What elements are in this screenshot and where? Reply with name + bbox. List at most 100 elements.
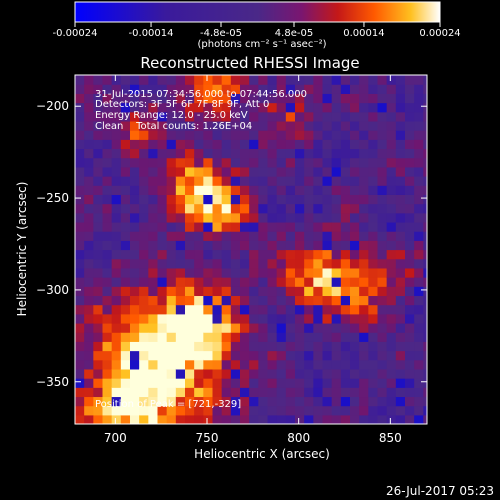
heatmap-cell xyxy=(395,267,406,278)
heatmap-cell xyxy=(395,148,406,159)
heatmap-cell xyxy=(221,414,232,424)
heatmap-cell xyxy=(130,387,140,398)
heatmap-cell xyxy=(258,341,269,352)
heatmap-cell xyxy=(93,359,104,370)
heatmap-cell xyxy=(130,93,140,104)
heatmap-cell xyxy=(175,414,186,424)
heatmap-cell xyxy=(175,387,186,398)
colorbar-tick-label: 0.00014 xyxy=(343,28,384,39)
heatmap-cell xyxy=(148,221,159,232)
heatmap-cell xyxy=(194,221,204,232)
heatmap-cell xyxy=(322,258,333,269)
heatmap-cell xyxy=(267,139,278,150)
heatmap-cell xyxy=(194,176,204,186)
heatmap-cell xyxy=(240,350,250,361)
heatmap-cell xyxy=(340,304,351,315)
heatmap-cell xyxy=(221,341,232,352)
heatmap-cell xyxy=(267,176,278,186)
heatmap-cell xyxy=(111,267,122,278)
heatmap-cell xyxy=(130,139,140,150)
heatmap-cell xyxy=(221,111,232,122)
heatmap-cell xyxy=(423,120,427,131)
heatmap-cell xyxy=(230,84,241,94)
heatmap-cell xyxy=(377,322,388,333)
heatmap-cell xyxy=(405,130,415,140)
heatmap-cell xyxy=(386,405,397,416)
heatmap-cell xyxy=(203,194,214,205)
heatmap-cell xyxy=(313,267,324,278)
heatmap-cell xyxy=(111,203,122,214)
heatmap-cell xyxy=(84,130,94,140)
heatmap-cell xyxy=(340,387,351,398)
heatmap-cell xyxy=(285,166,296,177)
heatmap-cell xyxy=(175,341,186,352)
heatmap-cell xyxy=(130,332,140,342)
heatmap-cell xyxy=(340,295,351,306)
heatmap-cell xyxy=(295,84,305,94)
heatmap-cell xyxy=(313,111,324,122)
heatmap-cell xyxy=(331,267,342,278)
heatmap-cell xyxy=(313,203,324,214)
heatmap-cell xyxy=(175,120,186,131)
heatmap-cell xyxy=(295,194,305,205)
heatmap-cell xyxy=(405,359,415,370)
heatmap-cell xyxy=(111,332,122,342)
heatmap-cell xyxy=(120,148,131,159)
heatmap-cell xyxy=(386,194,397,205)
heatmap-cell xyxy=(304,258,314,269)
heatmap-cell xyxy=(267,313,278,324)
heatmap-cell xyxy=(120,130,131,140)
heatmap-cell xyxy=(340,157,351,168)
heatmap-cell xyxy=(157,166,168,177)
heatmap-cell xyxy=(405,396,415,407)
heatmap-cell xyxy=(423,93,427,104)
heatmap-cell xyxy=(386,322,397,333)
heatmap-cell xyxy=(322,102,333,113)
heatmap-cell xyxy=(267,157,278,168)
heatmap-cell xyxy=(212,139,223,150)
heatmap-cell xyxy=(304,313,314,324)
heatmap-cell xyxy=(267,212,278,223)
heatmap-cell xyxy=(377,120,388,131)
heatmap-cell xyxy=(120,212,131,223)
heatmap-cell xyxy=(166,120,177,131)
heatmap-cell xyxy=(93,84,104,94)
heatmap-cell xyxy=(111,405,122,416)
heatmap-cell xyxy=(194,322,204,333)
heatmap-cell xyxy=(203,378,214,388)
heatmap-cell xyxy=(111,148,122,159)
heatmap-cell xyxy=(139,93,149,104)
heatmap-cell xyxy=(267,322,278,333)
heatmap-cell xyxy=(276,139,287,150)
heatmap-cell xyxy=(359,139,369,150)
heatmap-cell xyxy=(175,378,186,388)
heatmap-cell xyxy=(359,304,369,315)
heatmap-cell xyxy=(386,212,397,223)
heatmap-cell xyxy=(377,405,388,416)
heatmap-cell xyxy=(423,378,427,388)
heatmap-cell xyxy=(221,359,232,370)
heatmap-cell xyxy=(102,111,113,122)
heatmap-cell xyxy=(75,414,85,424)
heatmap-cell xyxy=(295,185,305,195)
heatmap-cell xyxy=(139,396,149,407)
heatmap-cell xyxy=(331,203,342,214)
heatmap-cell xyxy=(350,194,360,205)
heatmap-cell xyxy=(414,157,424,168)
heatmap-cell xyxy=(386,368,397,379)
heatmap-cell xyxy=(340,130,351,140)
heatmap-cell xyxy=(267,341,278,352)
heatmap-cell xyxy=(359,313,369,324)
heatmap-cell xyxy=(423,249,427,260)
heatmap-cell xyxy=(194,111,204,122)
heatmap-cell xyxy=(111,350,122,361)
heatmap-cell xyxy=(166,341,177,352)
heatmap-cell xyxy=(120,231,131,241)
heatmap-cell xyxy=(359,75,369,85)
heatmap-cell xyxy=(230,249,241,260)
heatmap-cell xyxy=(258,322,269,333)
heatmap-cell xyxy=(395,194,406,205)
heatmap-cell xyxy=(166,277,177,287)
heatmap-cell xyxy=(194,350,204,361)
heatmap-cell xyxy=(276,148,287,159)
